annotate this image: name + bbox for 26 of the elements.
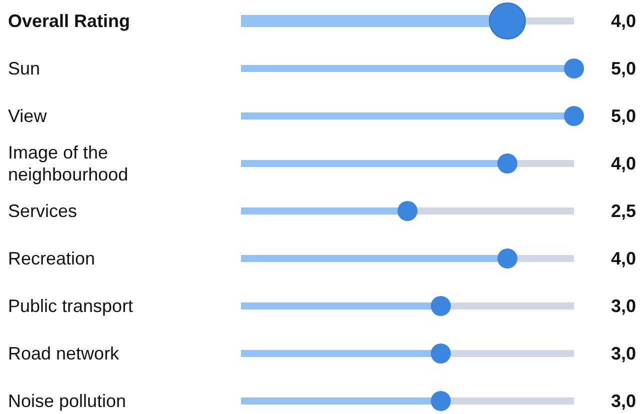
data-label: 5,0 (610, 58, 636, 78)
data-label: 3,0 (610, 391, 636, 411)
y-tick-label: Noise pollution (8, 391, 126, 411)
point (497, 248, 518, 269)
y-tick-label: Road network (8, 344, 120, 364)
y-tick-label: Services (8, 201, 78, 221)
point (564, 106, 584, 126)
data-label: 4,0 (610, 154, 636, 174)
point (564, 58, 584, 79)
data-label: 4,0 (610, 248, 636, 268)
data-label: 2,5 (610, 201, 636, 221)
point (397, 200, 418, 222)
y-tick-label: View (8, 106, 48, 126)
y-tick-label: Overall Rating (8, 11, 130, 31)
point (497, 153, 518, 174)
point (430, 343, 451, 364)
point (430, 296, 451, 316)
y-tick-label: Public transport (8, 296, 134, 316)
data-label: 3,0 (610, 344, 636, 364)
y-tick-label: Sun (8, 58, 40, 78)
point (430, 390, 451, 412)
y-tick-label: Image of the neighbourhood (8, 142, 128, 184)
y-tick-label: Recreation (8, 248, 96, 268)
data-label: 5,0 (610, 106, 636, 126)
data-label: 3,0 (610, 296, 636, 316)
data-label: 4,0 (610, 11, 636, 31)
